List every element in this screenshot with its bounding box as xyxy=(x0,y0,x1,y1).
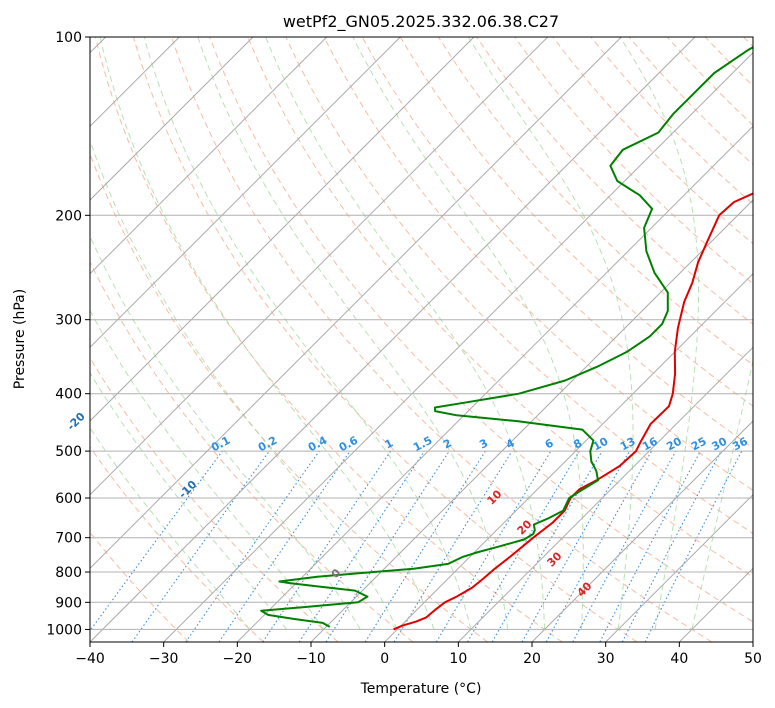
mixing-ratio-label: 25 xyxy=(689,435,709,454)
x-tick-label: 30 xyxy=(597,651,615,667)
dry-adiabat-line xyxy=(90,260,414,642)
y-axis: 100 200 300 400 500 600 700 800 900 1000 xyxy=(46,30,90,638)
x-axis-label: Temperature (°C) xyxy=(360,681,482,697)
moist-adiabat-line xyxy=(619,37,699,630)
x-tick-label: 0 xyxy=(380,651,389,667)
isotherm-line xyxy=(90,37,622,570)
isotherm-line xyxy=(384,272,753,642)
moist-adiabat-line xyxy=(90,235,361,630)
x-axis: −40 −30 −20 −10 0 10 20 30 40 50 xyxy=(75,642,762,667)
dry-adiabat-line xyxy=(514,37,753,285)
series-layer xyxy=(260,46,753,631)
mixing-ratio-line xyxy=(298,450,425,642)
mixing-ratio-line xyxy=(644,450,743,642)
dry-adiabat-line xyxy=(323,37,753,491)
isotherm-line xyxy=(163,51,753,642)
mixing-ratio-line xyxy=(131,450,270,642)
isotherm-line xyxy=(531,420,753,642)
mixing-ratio-label: 30 xyxy=(710,435,730,454)
y-tick-label: 700 xyxy=(55,531,82,547)
moist-adiabat-line xyxy=(99,37,435,630)
chart-title: wetPf2_GN05.2025.332.06.38.C27 xyxy=(283,12,559,32)
dry-adiabat-line xyxy=(90,356,339,642)
mixing-ratio-line xyxy=(572,450,677,642)
isotherm-line xyxy=(90,37,254,201)
mixing-ratio-line xyxy=(545,450,653,642)
dry-adiabat-line xyxy=(285,37,753,535)
isotherm-line xyxy=(90,37,696,642)
isotherm-line xyxy=(90,37,401,349)
isotherm-line xyxy=(90,37,328,275)
x-tick-label: 50 xyxy=(744,651,762,667)
temperature-profile-line xyxy=(393,192,753,631)
moist-adiabat-line xyxy=(352,37,584,630)
mixing-ratio-label: 36 xyxy=(730,435,750,454)
dry-adiabat-line xyxy=(90,446,264,642)
x-tick-label: −40 xyxy=(75,651,105,667)
mixing-ratio-line xyxy=(393,450,513,642)
moist-adiabat-line xyxy=(265,37,546,630)
mixing-ratio-line xyxy=(185,450,320,642)
y-tick-label: 500 xyxy=(55,444,82,460)
x-tick-label: −10 xyxy=(296,651,326,667)
mixing-ratio-line xyxy=(325,450,450,642)
isotherm-line xyxy=(236,125,753,642)
dry-adiabat-line xyxy=(247,37,753,578)
moist-adiabat-line xyxy=(143,37,472,630)
x-tick-label: 20 xyxy=(523,651,541,667)
y-tick-label: 200 xyxy=(55,208,82,224)
y-tick-label: 300 xyxy=(55,313,82,329)
y-axis-label: Pressure (hPa) xyxy=(12,289,28,389)
mixing-ratio-label: 10 xyxy=(591,435,611,454)
isotherm-line xyxy=(90,37,475,422)
plot-frame xyxy=(89,36,754,643)
y-tick-label: 1000 xyxy=(46,622,82,638)
y-tick-label: 400 xyxy=(55,387,82,403)
mixing-ratio-label: 16 xyxy=(640,435,660,454)
moist-adiabat-line xyxy=(197,37,509,630)
x-tick-label: 40 xyxy=(670,651,688,667)
dry-adiabat-line xyxy=(171,37,712,642)
y-tick-label: 600 xyxy=(55,491,82,507)
dry-adiabat-line xyxy=(132,37,638,642)
mixing-ratio-line xyxy=(90,450,223,632)
dry-adiabat-line xyxy=(94,37,563,642)
grid-layer xyxy=(90,37,753,642)
mixing-ratio-line xyxy=(521,450,630,642)
x-tick-label: 10 xyxy=(449,651,467,667)
mixing-ratio-label: 13 xyxy=(618,435,638,454)
moist-adiabat-line xyxy=(90,427,251,630)
dewpoint-profile-line xyxy=(260,46,753,628)
isotherm-line xyxy=(605,493,753,642)
moist-adiabat-line xyxy=(467,37,634,630)
dry-adiabat-line xyxy=(209,37,753,623)
mixing-ratio-line xyxy=(218,450,351,642)
y-tick-label: 800 xyxy=(55,565,82,581)
isotherm-line xyxy=(310,199,753,642)
moist-adiabat-line xyxy=(691,358,753,630)
isotherm-line xyxy=(457,346,753,642)
mixing-ratio-line xyxy=(262,450,392,642)
x-tick-label: −30 xyxy=(149,651,179,667)
dry-adiabat-line xyxy=(476,37,753,325)
y-tick-label: 900 xyxy=(55,595,82,611)
background-lines xyxy=(90,37,753,642)
mixing-ratio-label: 20 xyxy=(664,435,684,454)
x-tick-label: −20 xyxy=(223,651,253,667)
moist-adiabat-line xyxy=(90,138,398,630)
isotherm-line xyxy=(90,37,549,496)
moist-adiabat-line xyxy=(90,309,325,630)
moist-adiabat-line xyxy=(90,371,288,630)
y-tick-label: 100 xyxy=(55,30,82,46)
